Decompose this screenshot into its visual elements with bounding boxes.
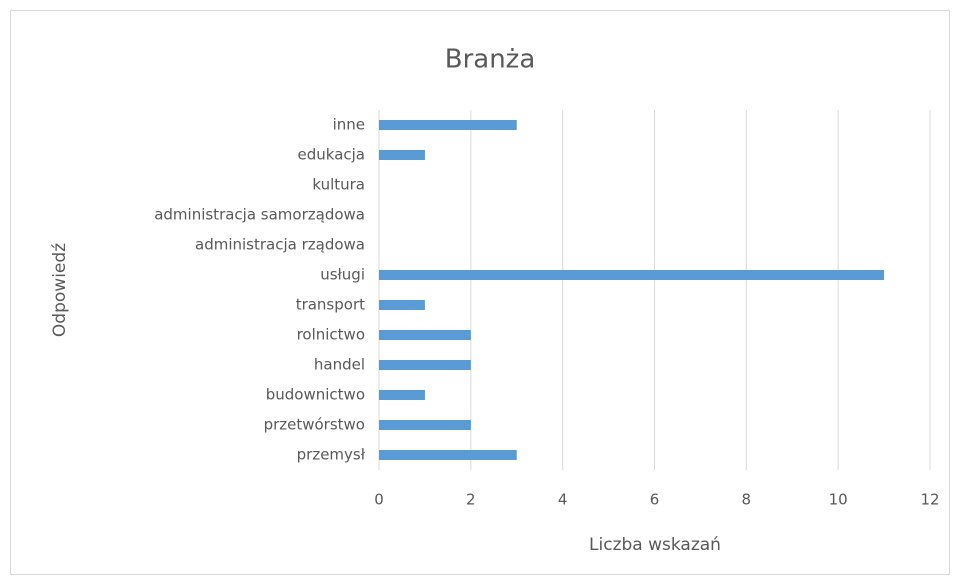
- x-axis-title: Liczba wskazań: [589, 535, 721, 555]
- y-tick-label: usługi: [320, 266, 365, 284]
- x-tick-label: 10: [829, 491, 848, 509]
- bar: [379, 150, 425, 160]
- y-tick-label: administracja samorządowa: [154, 206, 365, 224]
- y-tick-label: budownictwo: [266, 386, 365, 404]
- y-tick-label: przetwórstwo: [264, 416, 365, 434]
- x-tick-label: 4: [558, 491, 568, 509]
- chart-title: Branża: [445, 45, 536, 75]
- y-tick-label: handel: [314, 356, 365, 374]
- y-axis-title: Odpowiedź: [50, 243, 70, 337]
- chart-border: [10, 10, 950, 575]
- y-tick-label: transport: [296, 296, 365, 314]
- bar: [379, 300, 425, 310]
- bar: [379, 420, 471, 430]
- bar: [379, 120, 517, 130]
- y-tick-label: kultura: [312, 176, 365, 194]
- x-tick-label: 2: [466, 491, 476, 509]
- x-tick-label: 12: [920, 491, 939, 509]
- y-tick-label: rolnictwo: [297, 326, 365, 344]
- y-tick-label: inne: [333, 116, 365, 134]
- x-tick-label: 8: [742, 491, 752, 509]
- bar: [379, 330, 471, 340]
- y-tick-label: edukacja: [298, 146, 365, 164]
- bar: [379, 360, 471, 370]
- bar: [379, 450, 517, 460]
- x-tick-label: 0: [374, 491, 384, 509]
- y-tick-label: przemysł: [297, 446, 366, 464]
- x-tick-label: 6: [650, 491, 660, 509]
- bar: [379, 270, 885, 280]
- y-tick-label: administracja rządowa: [195, 236, 365, 254]
- bar: [379, 390, 425, 400]
